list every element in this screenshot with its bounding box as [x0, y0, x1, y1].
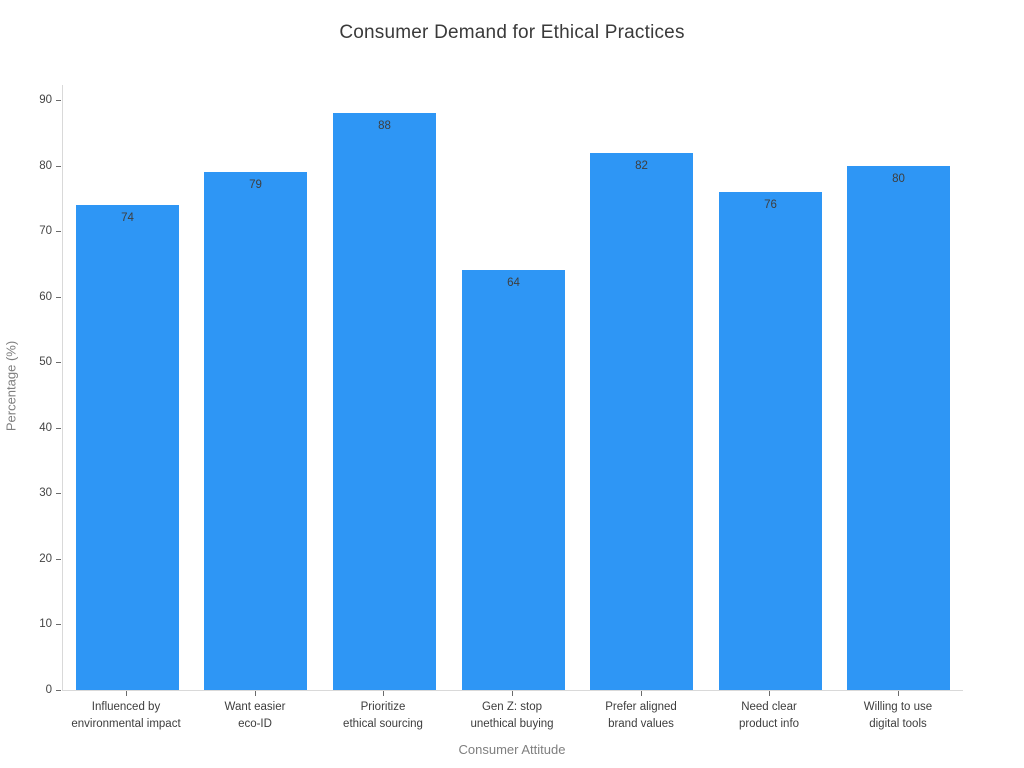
y-tick-label: 60	[39, 290, 52, 303]
x-tick-mark	[512, 691, 513, 696]
x-tick-label: Gen Z: stop unethical buying	[470, 701, 554, 730]
y-tick-mark	[56, 624, 61, 626]
y-tick-mark	[56, 558, 61, 560]
y-tick-label: 30	[39, 487, 52, 500]
bar-value-label: 88	[378, 120, 391, 132]
bar: 64	[462, 270, 565, 690]
bar: 74	[76, 205, 179, 690]
x-tick-mark	[255, 691, 256, 696]
y-tick-mark	[56, 427, 61, 429]
bar: 88	[333, 113, 436, 690]
y-tick-mark	[56, 362, 61, 364]
x-tick-mark	[641, 691, 642, 696]
y-tick-mark	[56, 296, 61, 298]
x-tick-label: Want easier eco-ID	[224, 701, 286, 730]
x-tick-mark	[126, 691, 127, 696]
x-tick-mark	[898, 691, 899, 696]
y-tick-label: 50	[39, 356, 52, 369]
bar: 82	[590, 153, 693, 690]
y-tick-label: 90	[39, 94, 52, 107]
y-tick-mark	[56, 100, 61, 102]
x-tick-label: Prioritize ethical sourcing	[343, 701, 423, 730]
plot-area: 74 79 88 64 82 76 80	[62, 85, 963, 691]
x-tick-label: Influenced by environmental impact	[71, 701, 181, 730]
y-tick-label: 10	[39, 618, 52, 631]
bar: 79	[204, 172, 307, 690]
bar-value-label: 64	[507, 277, 520, 289]
bar: 76	[719, 192, 822, 690]
x-tick-label: Need clear product info	[738, 701, 800, 730]
y-tick-label: 70	[39, 225, 52, 238]
y-tick-mark	[56, 165, 61, 167]
bar-value-label: 76	[764, 199, 777, 211]
x-axis-title: Consumer Attitude	[458, 742, 566, 757]
y-tick-mark	[56, 690, 61, 691]
y-tick-label: 20	[39, 552, 52, 565]
x-tick-mark	[769, 691, 770, 696]
bar-value-label: 80	[892, 173, 905, 185]
chart-title: Consumer Demand for Ethical Practices	[339, 22, 685, 43]
x-tick-label: Prefer aligned brand values	[605, 701, 677, 730]
bar-value-label: 74	[121, 212, 134, 224]
y-tick-mark	[56, 231, 61, 233]
y-tick-mark	[56, 493, 61, 495]
bar: 80	[847, 166, 950, 690]
y-tick-label: 0	[45, 684, 52, 696]
y-tick-label: 40	[39, 421, 52, 434]
bar-value-label: 79	[249, 179, 262, 191]
bar-value-label: 82	[635, 160, 648, 172]
x-tick-mark	[383, 691, 384, 696]
y-tick-label: 80	[39, 159, 52, 172]
x-tick-label: Willing to use digital tools	[863, 701, 933, 730]
